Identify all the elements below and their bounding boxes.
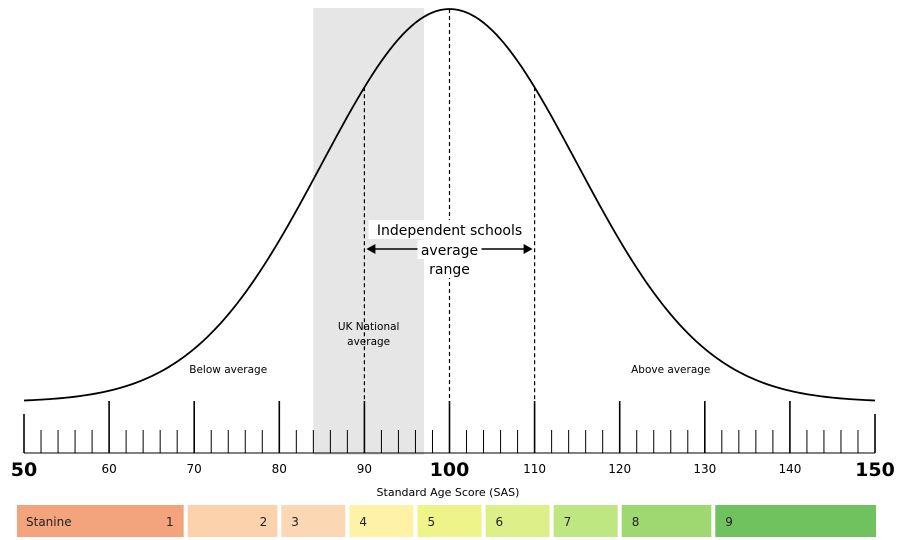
range-label-bg [368,220,531,239]
uk-national-average-label: average [347,336,390,348]
stanine-8-label: 8 [632,515,640,529]
stanine-1-segment [17,505,184,537]
normal-distribution-curve [23,8,876,402]
tick-label: 140 [778,462,801,476]
stanine-2-label: 2 [260,515,268,529]
stanine-3-segment [281,505,346,537]
tick-label: 110 [523,462,546,476]
stanine-8-segment [621,505,712,537]
tick-label: 130 [693,462,716,476]
tick-label: 100 [430,459,470,481]
stanine-6-label: 6 [496,515,504,529]
range-label-bg [417,240,482,259]
tick-label: 120 [608,462,631,476]
above-average-label: Above average [631,364,710,376]
marker-lines [363,9,536,402]
stanine-9-segment [715,505,876,537]
range-label-bg [426,259,473,278]
sas-axis [23,401,876,454]
stanine-3-label: 3 [291,515,299,529]
stanine-2-segment [187,505,278,537]
stanine-4-segment [349,505,414,537]
stanine-9-label: 9 [725,515,733,529]
independent-schools-range-label: average [421,243,478,259]
stanine-1-label: 1 [166,515,174,529]
annotation-labels: Independent schools average range UK Nation… [189,220,710,376]
stanine-7-label: 7 [564,515,572,529]
stanine-5-segment [417,505,482,537]
tick-label: 50 [11,459,37,481]
range-arrow-head-right [523,244,533,254]
independent-schools-range-label: Independent schools [377,223,522,239]
tick-label: 150 [855,459,895,481]
independent-schools-range-label: range [429,262,470,278]
stanine-5-label: 5 [427,515,435,529]
tick-label: 80 [272,462,287,476]
axis-title: Standard Age Score (SAS) [377,486,520,499]
stanine-bar: 1 2 3 4 5 6 7 8 9 Stanine [17,505,876,537]
uk-national-average-label: UK National [338,321,400,333]
stanine-7-segment [553,505,618,537]
tick-label: 70 [187,462,202,476]
stanine-4-label: 4 [359,515,367,529]
range-arrow-head-left [366,244,376,254]
sas-tick-labels: 50 60 70 80 90 100 110 120 130 140 150 [11,459,895,481]
below-average-label: Below average [189,364,267,376]
stanine-title: Stanine [26,515,72,529]
tick-label: 90 [357,462,372,476]
stanine-6-segment [485,505,550,537]
tick-label: 60 [101,462,116,476]
